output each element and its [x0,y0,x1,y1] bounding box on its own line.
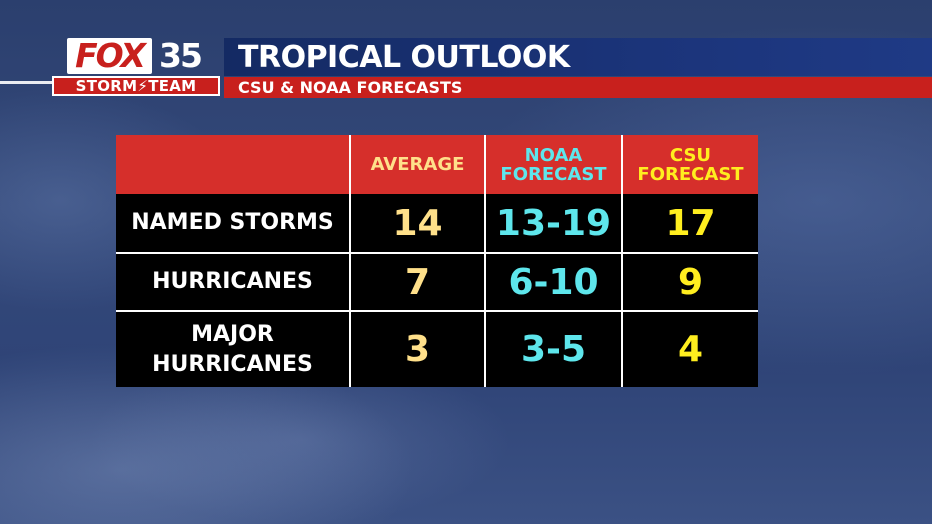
column-header-noaa-line1: NOAA [524,144,583,166]
value-named-storms-csu: 17 [665,202,716,244]
row-label-major-hurricanes: MAJOR HURRICANES [152,320,313,380]
value-hurricanes-noaa: 6-10 [508,261,599,303]
header-noaa-cell: NOAA FORECAST [484,135,621,194]
subtitle-bar [224,77,932,98]
header-accent-line [0,81,60,84]
storm-team-label: STORM⚡TEAM [75,77,197,95]
value-major-hurricanes-csu: 4 [677,329,704,370]
column-header-csu-line1: CSU [669,144,712,166]
row-label-major-line1: MAJOR [191,321,274,347]
row-label-cell: MAJOR HURRICANES [116,310,349,387]
header-blank-cell [116,135,349,194]
header-average-cell: AVERAGE [349,135,484,194]
value-major-hurricanes-average: 3 [404,329,431,370]
table-cell: 13-19 [484,194,621,252]
value-hurricanes-average: 7 [404,261,431,303]
title-bar [224,38,932,76]
value-major-hurricanes-noaa: 3-5 [520,329,587,370]
column-header-average: AVERAGE [370,154,465,175]
value-hurricanes-csu: 9 [677,261,704,303]
column-header-csu-line2: FORECAST [637,163,744,185]
column-header-noaa-line2: FORECAST [500,163,607,185]
table-cell: 7 [349,252,484,310]
row-label-cell: NAMED STORMS [116,194,349,252]
page-subtitle: CSU & NOAA FORECASTS [238,78,463,97]
value-named-storms-average: 14 [392,202,443,244]
row-label-named-storms: NAMED STORMS [131,210,334,235]
row-label-cell: HURRICANES [116,252,349,310]
channel-number: 35 [159,36,203,75]
column-header-csu: CSU FORECAST [637,146,743,184]
fox-logo-box [67,38,152,74]
table-cell: 6-10 [484,252,621,310]
storm-team-badge [52,76,220,96]
table-cell: 14 [349,194,484,252]
table-cell: 9 [621,252,758,310]
table-cell: 3 [349,310,484,387]
column-header-noaa: NOAA FORECAST [500,146,606,184]
header-csu-cell: CSU FORECAST [621,135,758,194]
page-title: TROPICAL OUTLOOK [238,40,570,75]
table-cell: 4 [621,310,758,387]
table-cell: 17 [621,194,758,252]
value-named-storms-noaa: 13-19 [495,202,612,244]
row-label-major-line2: HURRICANES [152,351,313,377]
forecast-table: AVERAGE NOAA FORECAST CSU FORECAST NAMED… [116,135,758,387]
table-cell: 3-5 [484,310,621,387]
fox-logo: FOX [75,36,146,75]
row-label-hurricanes: HURRICANES [152,269,313,294]
